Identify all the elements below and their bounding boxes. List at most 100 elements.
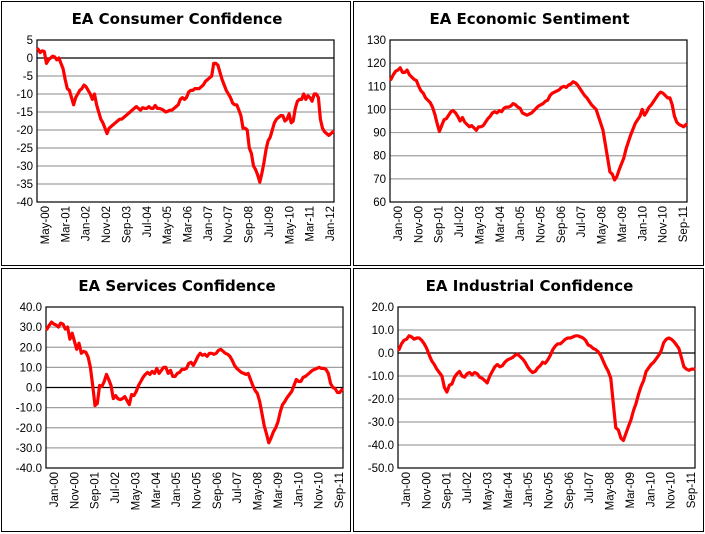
x-tick-label: Sep-11 — [334, 472, 346, 508]
chart-title: EA Consumer Confidence — [72, 10, 283, 28]
plot-area — [36, 39, 335, 203]
x-tick-label: Sep-11 — [678, 206, 690, 242]
x-tick-label: Mar-06 — [183, 206, 195, 242]
x-tick-label: May-10 — [284, 206, 296, 244]
y-tick-label: 80 — [373, 151, 386, 163]
x-tick-label: Sep-06 — [212, 472, 224, 509]
x-tick-label: Jan-00 — [49, 472, 61, 507]
x-tick-label: May-08 — [605, 472, 617, 510]
y-tick-label: 90 — [373, 128, 386, 140]
plot-area — [45, 306, 344, 469]
y-tick-label: 100 — [367, 104, 386, 116]
y-tick-label: -10 — [16, 89, 33, 101]
y-tick-label: 60 — [373, 197, 386, 209]
x-tick-label: Nov-05 — [536, 206, 548, 243]
chart-title: EA Industrial Confidence — [426, 277, 634, 295]
series-line-services-confidence — [45, 320, 344, 445]
y-tick-label: -15 — [16, 107, 33, 119]
x-tick-label: Jan-05 — [515, 206, 527, 241]
chart-title: EA Economic Sentiment — [429, 10, 629, 28]
y-tick-label: -10.0 — [368, 371, 394, 383]
x-tick-label: Nov-00 — [413, 206, 425, 243]
y-tick-label: -40.0 — [368, 440, 394, 452]
x-tick-label: Jan-12 — [325, 206, 337, 241]
x-tick-label: Sep-01 — [442, 472, 454, 509]
x-tick-label: Jan-05 — [171, 472, 183, 507]
chart-panel-services-confidence: EA Services Confidence 40.0 30.0 20.0 10.0 0.… — [1, 268, 351, 532]
plot-area — [397, 306, 696, 469]
x-tick-label: Jan-00 — [401, 472, 413, 507]
x-tick-label: Jan-10 — [637, 206, 649, 241]
y-tick-label: -20 — [16, 125, 33, 137]
x-tick-label: Sep-11 — [686, 472, 698, 508]
y-tick-label: -30 — [16, 161, 33, 173]
x-tick-label: Jul-07 — [232, 472, 244, 503]
x-tick-label: May-03 — [474, 206, 486, 244]
chart-panel-economic-sentiment: EA Economic Sentiment 130 120 110 100 90 80 70 6… — [353, 1, 704, 266]
x-tick-label: Sep-01 — [90, 472, 102, 509]
x-tick-label: Jan-00 — [393, 206, 405, 241]
x-tick-label: Mar-11 — [305, 206, 317, 242]
x-tick-label: Jan-07 — [203, 206, 215, 241]
x-tick-label: Mar-04 — [151, 471, 163, 508]
x-tick-label: Sep-08 — [244, 206, 256, 243]
y-tick-label: -20.0 — [16, 423, 42, 435]
consumer-confidence-chart: EA Consumer Confidence 5 0 -5 -10 -15 -20 -25 -3… — [16, 10, 337, 244]
x-tick-label: Jul-02 — [110, 472, 122, 503]
x-tick-label: Sep-03 — [121, 206, 133, 243]
industrial-confidence-chart: EA Industrial Confidence 20.0 10.0 0.0 -10.0… — [368, 277, 698, 510]
x-tick-label: Sep-01 — [434, 206, 446, 243]
x-tick-label: Nov-00 — [69, 472, 81, 509]
y-tick-label: -40.0 — [16, 463, 42, 475]
x-tick-label: Mar-09 — [273, 472, 285, 508]
x-tick-label: Mar-04 — [495, 205, 507, 242]
y-tick-label: -30.0 — [368, 417, 394, 429]
plot-area — [389, 39, 688, 203]
x-tick-label: Jul-07 — [576, 206, 588, 237]
x-tick-label: Mar-09 — [625, 472, 637, 508]
x-tick-label: May-00 — [40, 206, 52, 244]
x-tick-label: Nov-00 — [421, 472, 433, 509]
x-tick-label: May-05 — [162, 206, 174, 244]
y-tick-label: 5 — [27, 35, 33, 47]
x-tick-label: Jul-02 — [454, 206, 466, 237]
x-tick-label: Nov-10 — [658, 206, 670, 243]
y-tick-label: -10.0 — [16, 403, 42, 415]
x-tick-label: Nov-10 — [314, 472, 326, 509]
x-tick-label: Sep-06 — [564, 472, 576, 509]
x-tick-label: Sep-06 — [556, 206, 568, 243]
x-tick-label: Jul-07 — [584, 472, 596, 503]
y-tick-label: 20.0 — [20, 342, 42, 354]
y-tick-label: -35 — [16, 179, 33, 191]
x-tick-label: Mar-04 — [503, 471, 515, 508]
x-tick-label: Jan-05 — [523, 472, 535, 507]
y-tick-label: 110 — [368, 81, 386, 93]
x-tick-label: Mar-09 — [617, 206, 629, 242]
x-tick-label: May-08 — [597, 206, 609, 244]
y-tick-label: 0.0 — [26, 383, 42, 395]
x-tick-label: May-03 — [482, 472, 494, 510]
x-tick-label: Nov-05 — [544, 472, 556, 509]
x-tick-label: Jul-02 — [462, 472, 474, 503]
y-tick-label: -40 — [16, 197, 33, 209]
x-tick-label: Jul-04 — [142, 205, 154, 237]
x-tick-label: Jan-02 — [81, 206, 93, 241]
x-tick-label: Nov-07 — [223, 206, 235, 243]
y-tick-label: -25 — [16, 143, 33, 155]
y-tick-label: -30.0 — [16, 443, 42, 455]
y-tick-label: 120 — [367, 58, 386, 70]
x-tick-label: Mar-01 — [60, 206, 72, 242]
x-tick-label: Nov-10 — [666, 472, 678, 509]
y-tick-label: 130 — [367, 35, 386, 47]
x-tick-label: May-08 — [253, 472, 265, 510]
chart-panel-consumer-confidence: EA Consumer Confidence 5 0 -5 -10 -15 -20 -25 -3… — [1, 1, 351, 266]
y-tick-label: 10.0 — [372, 325, 394, 337]
chart-panel-industrial-confidence: EA Industrial Confidence 20.0 10.0 0.0 -10.0… — [353, 268, 704, 532]
y-tick-label: -20.0 — [368, 394, 394, 406]
x-tick-label: Nov-05 — [192, 472, 204, 509]
economic-sentiment-chart: EA Economic Sentiment 130 120 110 100 90 80 70 6… — [367, 10, 690, 244]
y-tick-label: 10.0 — [20, 362, 42, 374]
y-tick-label: 40.0 — [20, 302, 42, 314]
x-tick-label: May-03 — [130, 472, 142, 510]
series-line-economic-sentiment — [389, 66, 688, 182]
